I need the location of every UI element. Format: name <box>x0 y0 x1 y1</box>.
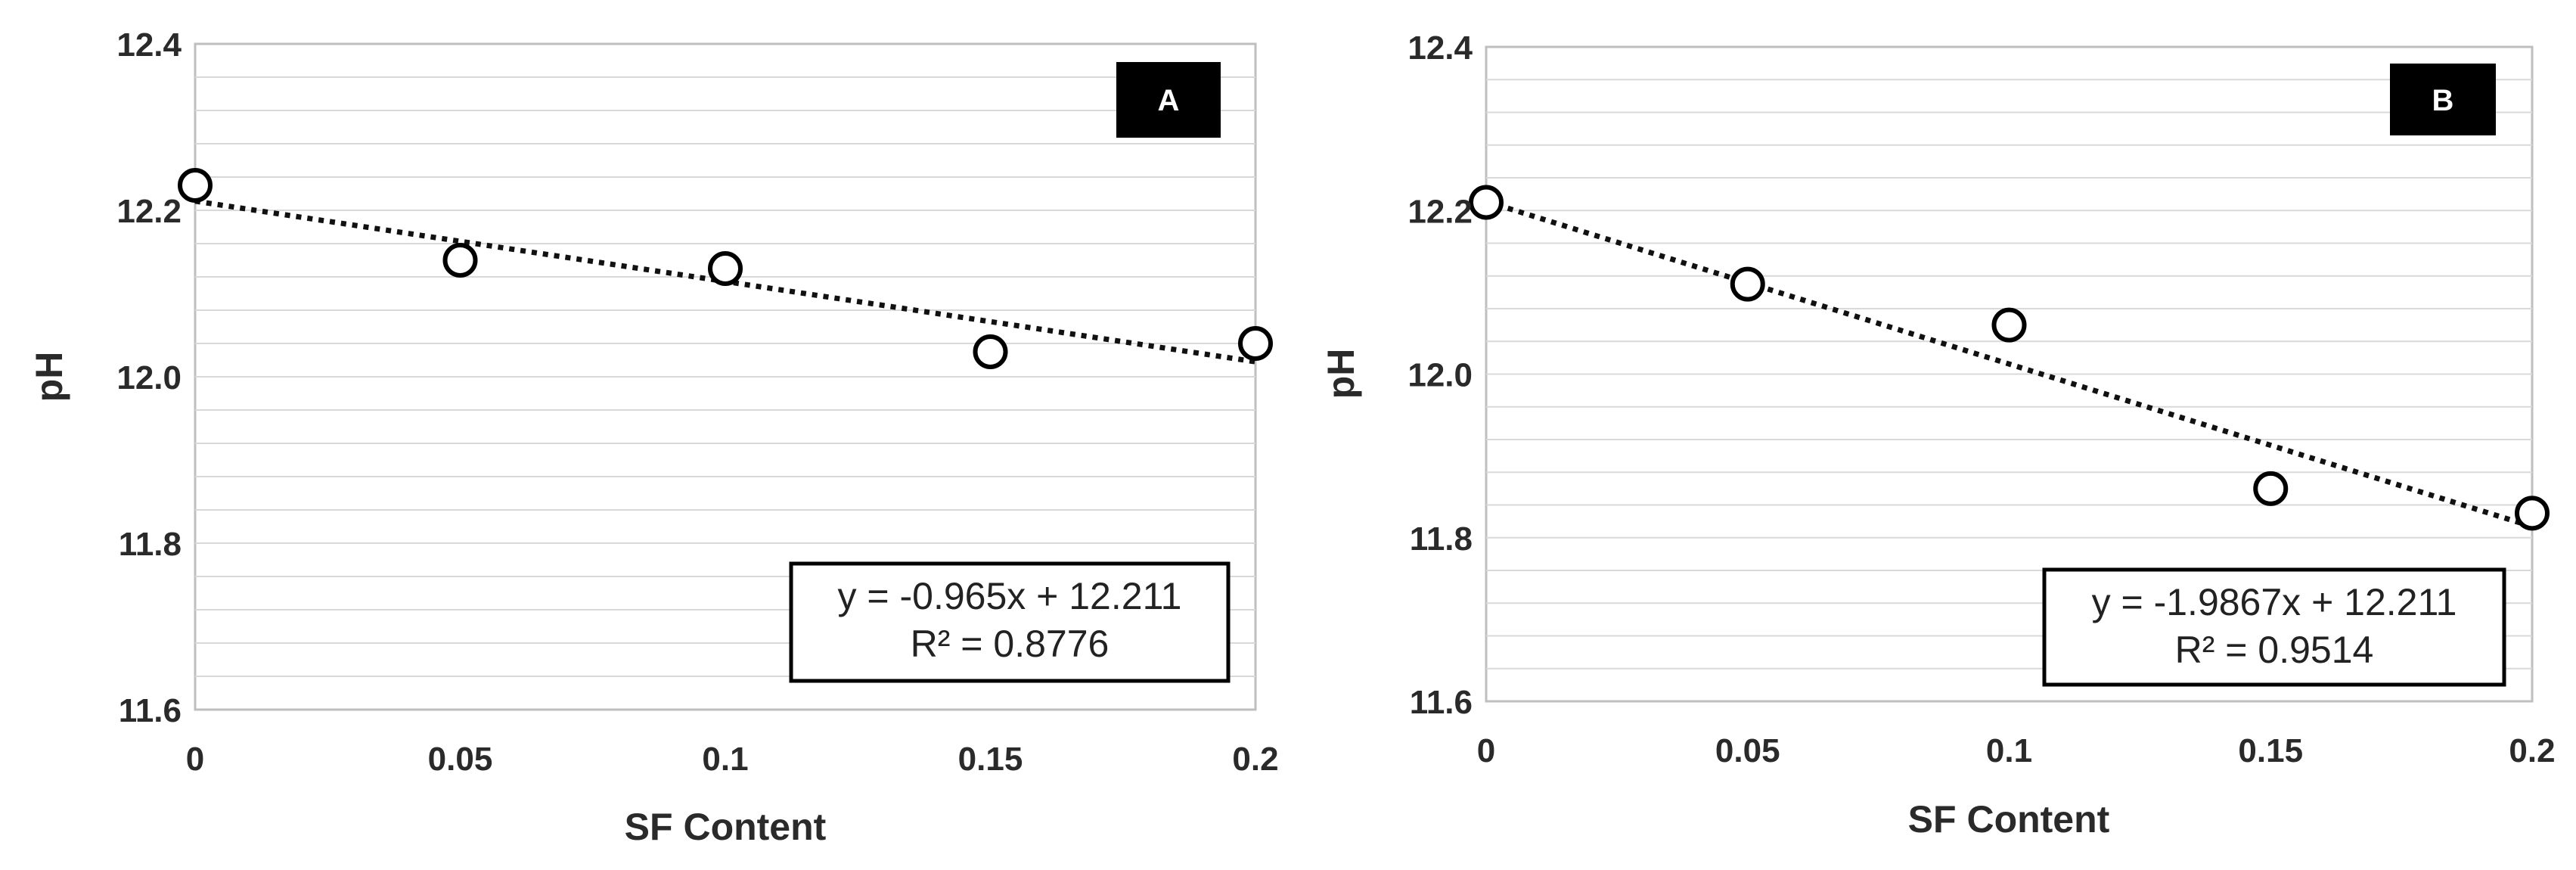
panel-a: 11.6 11.8 12.0 12.2 12.4 0 0.05 0.1 0.15… <box>28 26 1279 848</box>
y-tick-labels: 11.6 11.8 12.0 12.2 12.4 <box>116 26 182 729</box>
x-axis-label: SF Content <box>625 806 827 848</box>
equation-box: y = -1.9867x + 12.211 R² = 0.9514 <box>2042 567 2506 687</box>
trendline-layer <box>1485 199 2534 530</box>
regression-equation: y = -0.965x + 12.211 <box>838 575 1182 617</box>
y-tick-label: 12.4 <box>116 26 182 64</box>
data-point <box>178 168 213 203</box>
panel-label: B <box>2432 84 2454 117</box>
y-tick-label: 11.6 <box>119 692 182 729</box>
x-tick-label: 0 <box>1477 732 1495 769</box>
x-tick-label: 0.1 <box>1986 732 2032 769</box>
data-point <box>708 251 743 286</box>
y-tick-label: 11.8 <box>119 526 182 563</box>
equation-box: y = -0.965x + 12.211 R² = 0.8776 <box>789 561 1231 683</box>
y-axis-label: pH <box>1320 349 1362 399</box>
panel-b: 11.6 11.8 12.0 12.2 12.4 0 0.05 0.1 0.15… <box>1320 30 2556 840</box>
y-axis-label: pH <box>28 352 70 402</box>
panel-label-box <box>1116 62 1221 138</box>
x-tick-label: 0.15 <box>958 741 1023 778</box>
x-tick-labels: 0 0.05 0.1 0.15 0.2 <box>186 741 1279 778</box>
data-point <box>442 243 478 278</box>
data-point <box>1991 307 2027 343</box>
points-layer <box>178 168 1273 369</box>
r-squared: R² = 0.8776 <box>911 623 1110 665</box>
data-point <box>1730 266 1765 302</box>
data-point <box>1469 185 1504 220</box>
trendline <box>1485 199 2534 530</box>
x-tick-labels: 0 0.05 0.1 0.15 0.2 <box>1477 732 2556 769</box>
data-point <box>2253 471 2289 506</box>
data-point <box>1238 326 1273 361</box>
panel-label-badge: B <box>2390 64 2496 135</box>
equation-box-frame <box>789 561 1231 683</box>
y-tick-label: 11.6 <box>1410 684 1473 721</box>
x-tick-label: 0.2 <box>1232 741 1278 778</box>
y-tick-label: 12.2 <box>1407 193 1473 230</box>
x-axis-label: SF Content <box>1908 798 2110 840</box>
data-point <box>2515 496 2550 531</box>
y-tick-label: 12.0 <box>1407 357 1473 394</box>
y-tick-label: 11.8 <box>1410 520 1473 558</box>
points-layer <box>1469 185 2550 531</box>
grid-lines <box>1486 79 2532 670</box>
x-tick-label: 0.1 <box>702 741 748 778</box>
x-tick-label: 0.2 <box>2509 732 2555 769</box>
y-tick-labels: 11.6 11.8 12.0 12.2 12.4 <box>1407 30 1473 721</box>
x-tick-label: 0.05 <box>1715 732 1780 769</box>
equation-box-frame <box>2042 567 2506 687</box>
y-tick-label: 12.0 <box>116 359 182 396</box>
x-tick-label: 0 <box>186 741 204 778</box>
r-squared: R² = 0.9514 <box>2175 629 2374 671</box>
data-point <box>973 334 1008 369</box>
regression-equation: y = -1.9867x + 12.211 <box>2092 581 2457 623</box>
x-tick-label: 0.05 <box>428 741 493 778</box>
x-tick-label: 0.15 <box>2238 732 2303 769</box>
y-tick-label: 12.2 <box>116 193 182 230</box>
y-tick-label: 12.4 <box>1407 30 1473 67</box>
panel-label: A <box>1158 84 1180 117</box>
panel-label-box <box>2390 64 2496 135</box>
panel-label-badge: A <box>1116 62 1221 138</box>
